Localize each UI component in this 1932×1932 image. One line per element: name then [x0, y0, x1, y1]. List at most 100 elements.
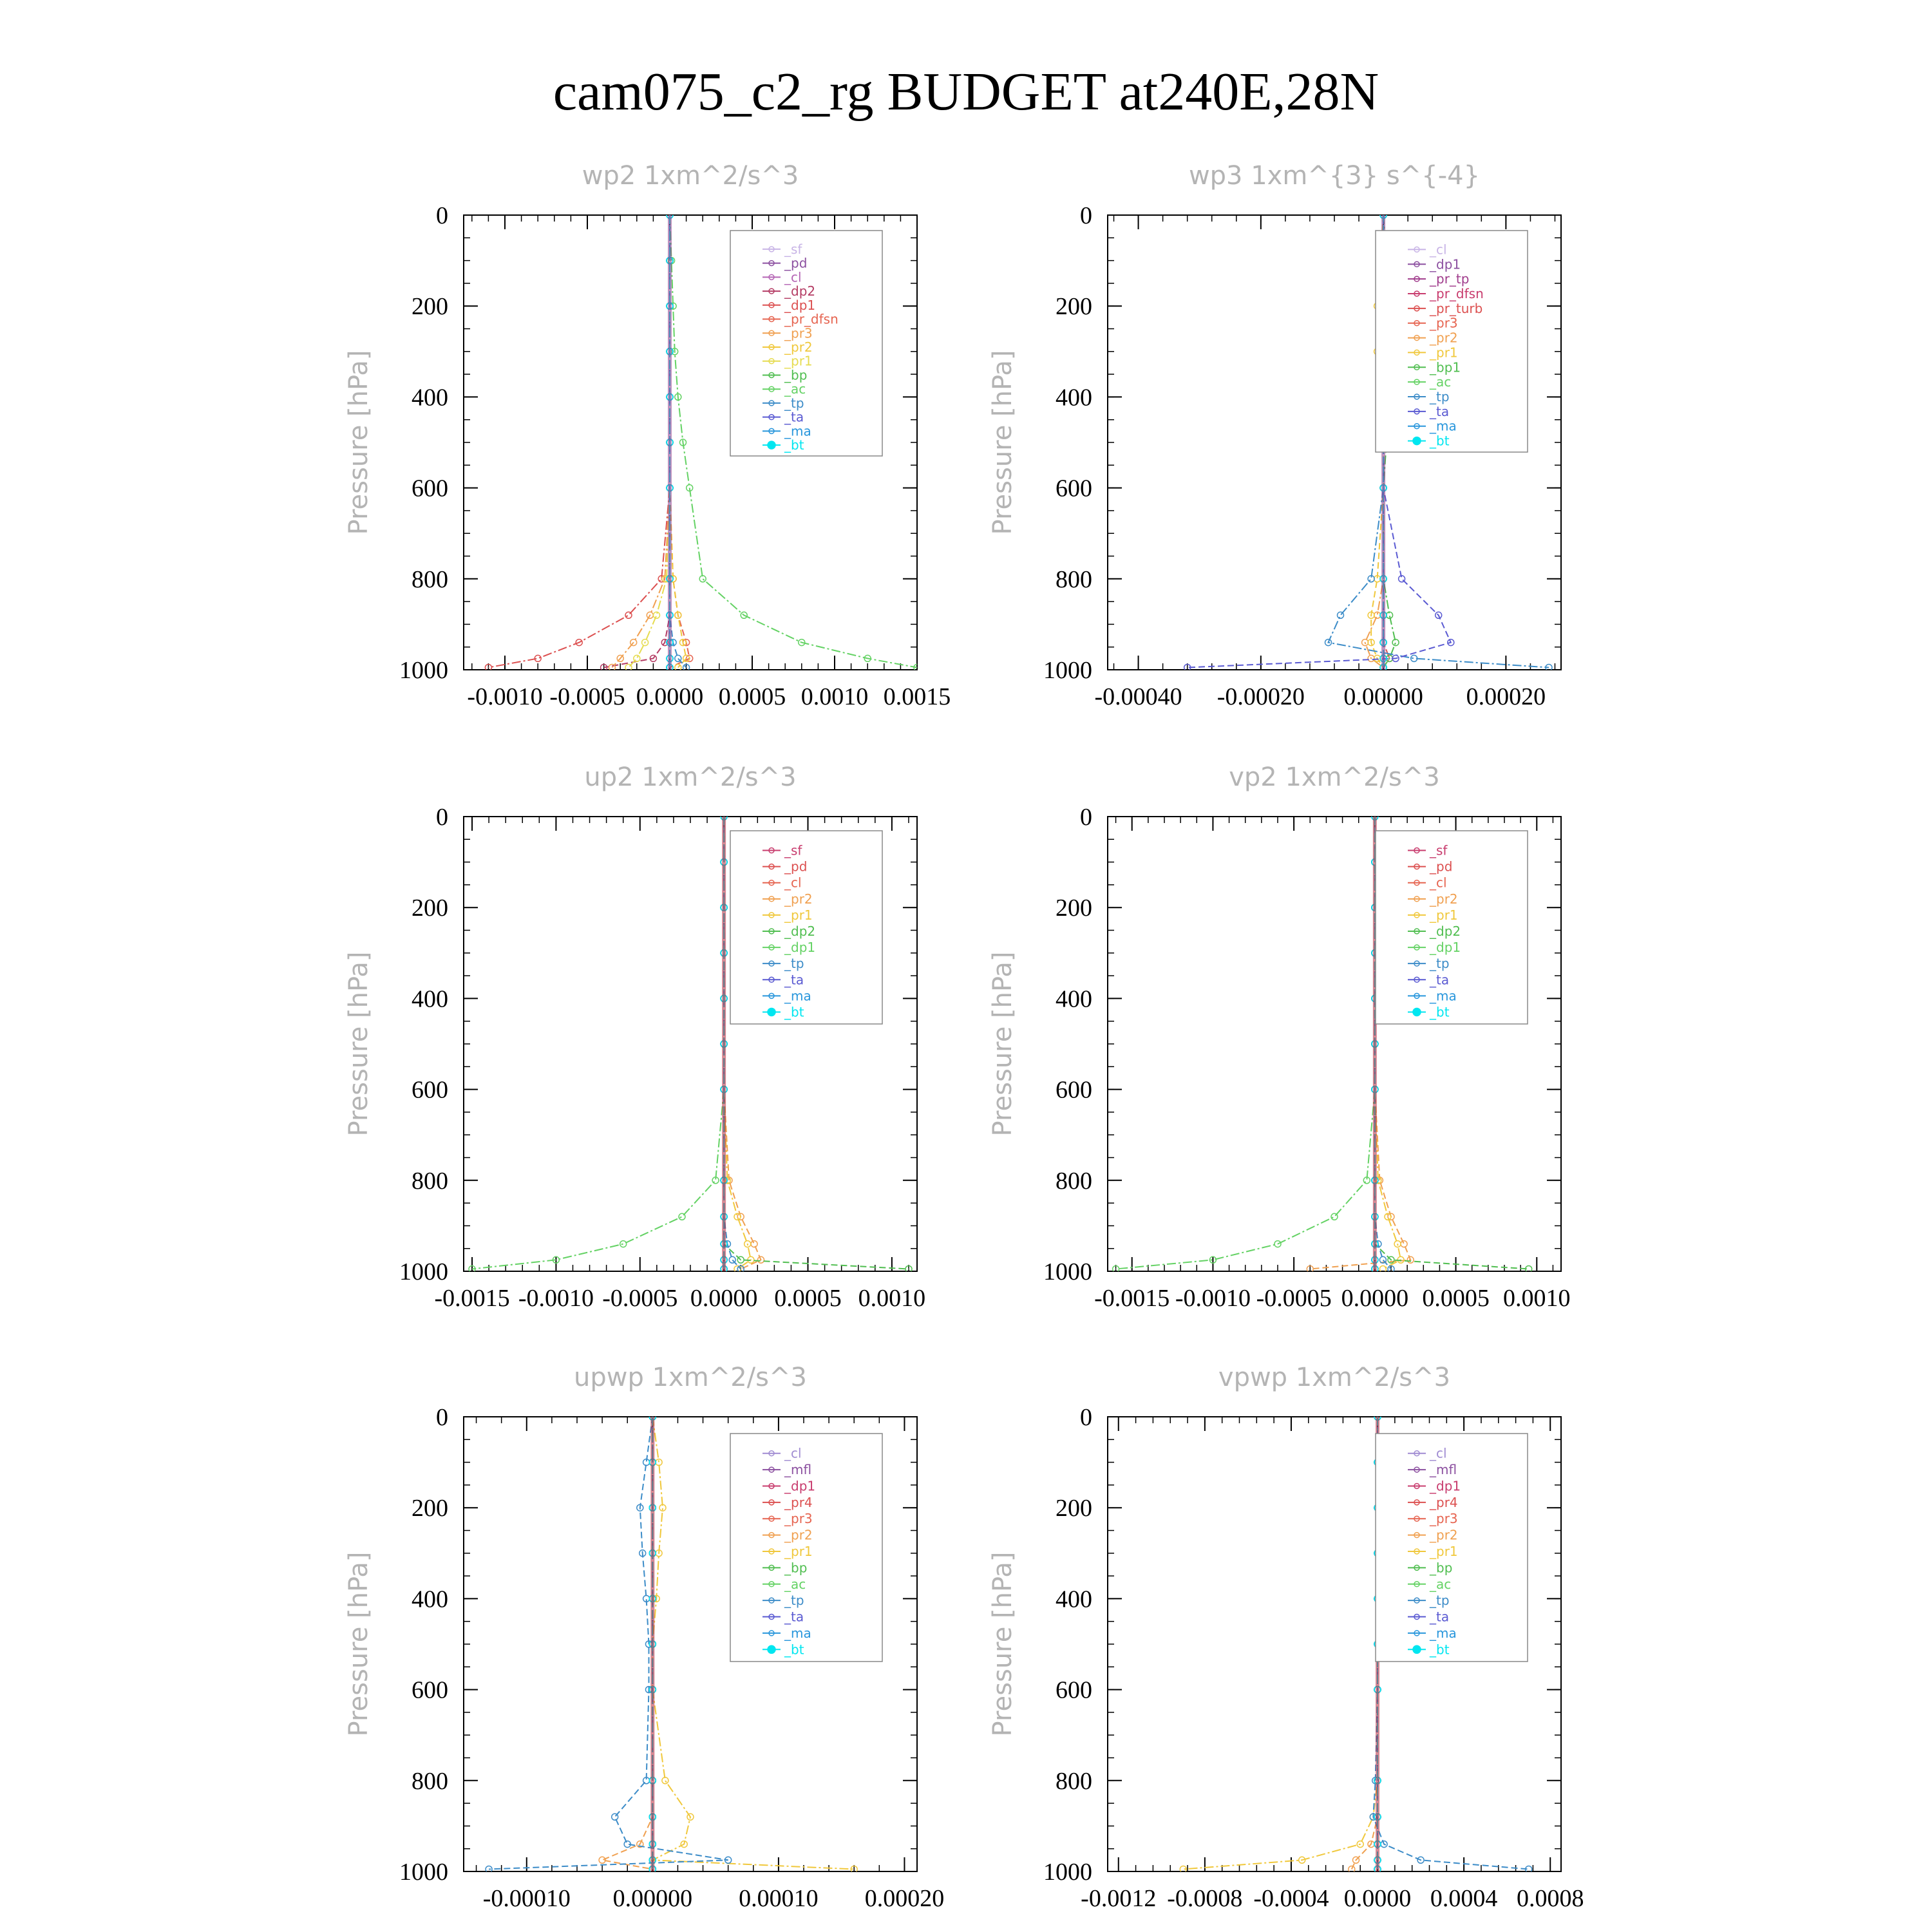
x-tick-label: 0.0004: [1430, 1885, 1498, 1912]
legend-marker: [1414, 1581, 1420, 1587]
data-point: [485, 1865, 493, 1871]
x-tick-label: -0.0010: [1175, 1285, 1251, 1312]
x-tick-label: 0.0000: [636, 683, 704, 710]
data-point: [1545, 663, 1553, 670]
series-line-pr3: [611, 215, 670, 668]
legend-marker: [768, 1466, 775, 1473]
legend-marker: [768, 274, 775, 281]
legend-box: [1375, 1433, 1528, 1662]
data-point: [658, 575, 665, 583]
data-point: [636, 1840, 644, 1848]
legend-marker: [768, 912, 775, 918]
y-axis-label: Pressure [hPa]: [988, 952, 1018, 1137]
data-point: [598, 1856, 606, 1864]
x-tick-label: -0.0004: [1253, 1885, 1329, 1912]
legend-marker: [768, 330, 775, 337]
data-point: [1367, 575, 1375, 583]
data-point: [1363, 1177, 1371, 1184]
data-point: [575, 638, 583, 647]
legend-label: _ta: [1429, 972, 1449, 987]
legend-label: _pr_tp: [1429, 271, 1469, 287]
legend-marker: [1414, 896, 1420, 902]
legend-label: _pr2: [784, 339, 813, 355]
data-point: [625, 611, 632, 620]
data-point: [1306, 1265, 1314, 1271]
data-point: [652, 611, 661, 620]
legend-box: [730, 1433, 883, 1662]
panel-title: vpwp 1xm^2/s^3: [1218, 1363, 1450, 1392]
legend-label: _pr2: [1429, 330, 1458, 346]
legend-marker: [1414, 1499, 1420, 1506]
legend-marker: [768, 372, 775, 379]
series-line-dp2: [603, 215, 670, 668]
x-tick-label: 0.0010: [801, 683, 869, 710]
legend-marker: [1414, 1613, 1420, 1620]
data-point: [1183, 663, 1191, 670]
legend-label: _dp1: [1429, 1478, 1461, 1493]
y-tick-label: 800: [1056, 1768, 1092, 1795]
data-point: [724, 1856, 732, 1864]
data-point: [552, 1256, 560, 1264]
data-point: [655, 1458, 663, 1466]
legend-label: _sf: [1429, 843, 1448, 858]
legend-label: _ma: [1429, 419, 1457, 434]
legend-marker: [768, 260, 775, 267]
legend-marker: [1414, 1597, 1420, 1604]
data-point: [1179, 1865, 1188, 1871]
legend-marker: [1414, 976, 1420, 983]
legend-marker: [1414, 1564, 1420, 1571]
legend-marker: [768, 316, 775, 323]
x-tick-label: 0.0015: [884, 683, 951, 710]
data-point: [1447, 638, 1455, 647]
data-point: [905, 1265, 913, 1271]
data-point: [1392, 638, 1399, 647]
legend-label: _ma: [1429, 1625, 1457, 1641]
y-axis-label: Pressure [hPa]: [988, 1552, 1018, 1737]
legend-marker: [767, 440, 776, 450]
data-point: [699, 575, 706, 583]
legend-marker: [1414, 1515, 1420, 1522]
y-tick-label: 600: [412, 1677, 448, 1704]
x-tick-label: 0.0005: [1422, 1285, 1490, 1312]
data-point: [687, 1813, 694, 1821]
legend-marker: [1414, 992, 1420, 999]
panel-title: vp2 1xm^2/s^3: [1229, 762, 1440, 792]
data-point: [1387, 1256, 1395, 1264]
data-point: [625, 663, 632, 670]
legend-label: _tp: [1429, 956, 1450, 971]
data-point: [674, 663, 682, 670]
data-point: [484, 663, 493, 670]
legend-label: _pr1: [784, 907, 813, 923]
legend-label: _dp1: [1429, 940, 1461, 955]
legend-label: _ac: [1429, 1577, 1451, 1592]
legend-marker: [768, 1581, 775, 1587]
legend-marker: [768, 1450, 775, 1457]
data-point: [750, 1240, 758, 1248]
legend-marker: [1414, 1630, 1420, 1636]
series-line-pr1: [1183, 1417, 1378, 1870]
legend-label: _bt: [1429, 1004, 1450, 1019]
data-point: [737, 1213, 744, 1221]
data-point: [1392, 654, 1399, 663]
panel-title: up2 1xm^2/s^3: [584, 762, 796, 792]
x-tick-label: -0.0010: [518, 1285, 594, 1312]
data-point: [1524, 1265, 1533, 1271]
legend-label: _dp1: [784, 298, 815, 313]
legend-label: _pr2: [784, 891, 813, 907]
data-point: [1274, 1240, 1282, 1248]
legend-marker: [1414, 863, 1420, 870]
data-point: [1348, 1865, 1356, 1871]
legend-marker: [768, 847, 775, 854]
series-line-pr1: [650, 1417, 855, 1870]
series-line-dp1: [1115, 817, 1376, 1270]
legend-label: _pr4: [784, 1495, 813, 1510]
data-point: [850, 1865, 858, 1871]
legend-marker: [768, 1597, 775, 1604]
legend-label: _ac: [784, 381, 806, 397]
panel-6: vpwp 1xm^2/s^3 Pressure [hPa] 0 200 400 600 80…: [988, 1363, 1584, 1912]
series-line-pr2: [1350, 1417, 1378, 1870]
legend-marker: [768, 992, 775, 999]
legend-marker: [1414, 1450, 1420, 1457]
data-point: [682, 654, 690, 663]
data-point: [737, 1265, 744, 1271]
